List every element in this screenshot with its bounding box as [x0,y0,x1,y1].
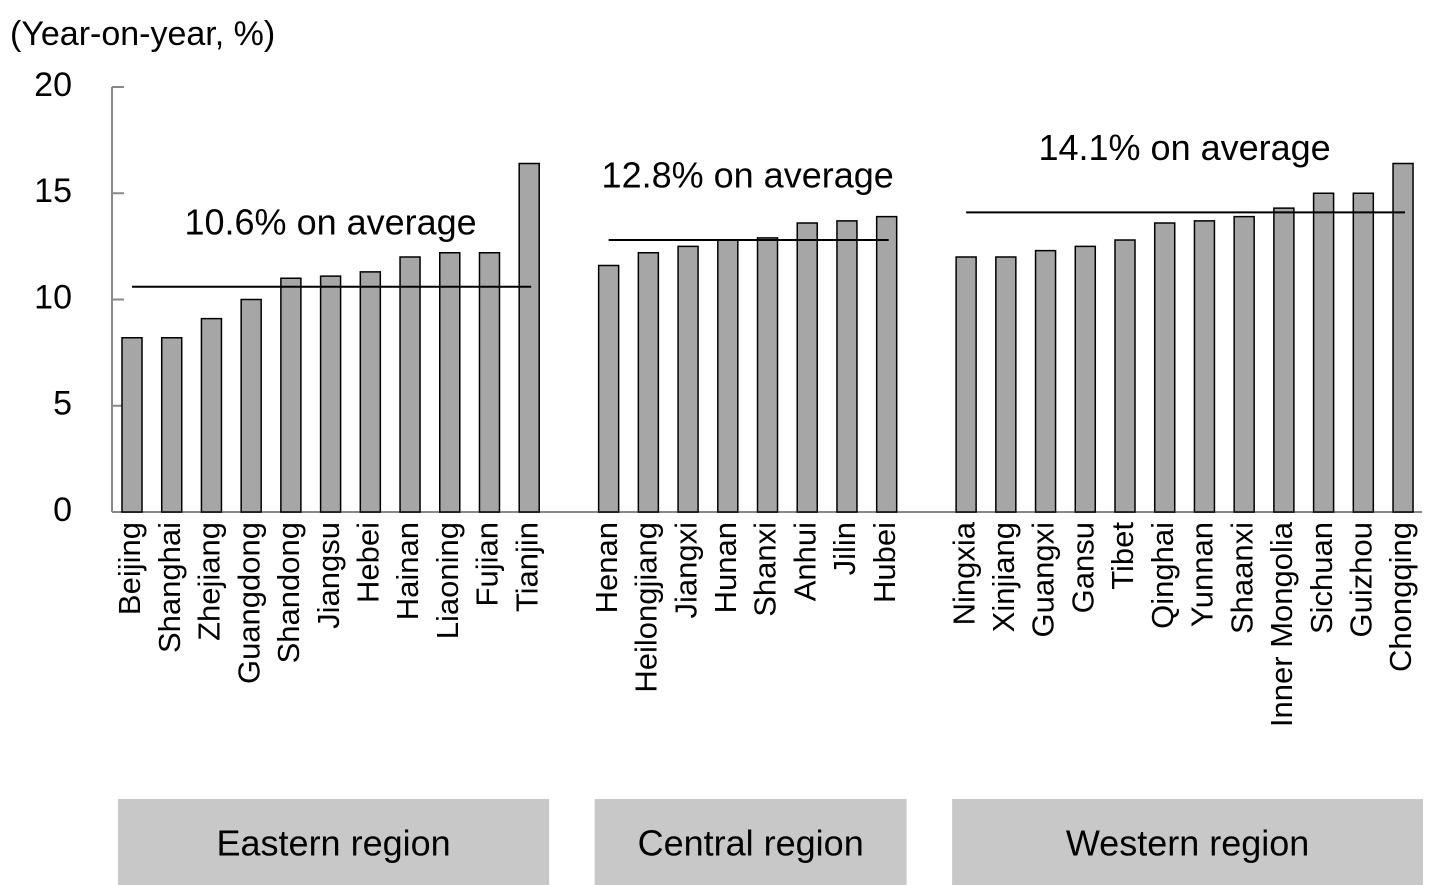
y-tick-label: 5 [53,385,72,423]
bar [518,162,540,513]
region-box [118,799,550,885]
x-tick-label: Shaanxi [1224,522,1259,634]
bar [121,337,143,513]
x-tick-label: Xinjiang [986,522,1021,632]
bar [200,317,223,513]
x-tick-label: Hainan [390,522,425,620]
y-tick-label: 0 [53,491,72,529]
bar [597,264,620,513]
bar [995,256,1017,513]
bar [1034,249,1057,513]
bar [280,277,302,513]
bar [796,222,818,513]
x-tick-label: Shandong [271,522,306,663]
x-tick-label: Beijing [112,522,147,615]
x-tick-label: Heilongjiang [629,522,664,693]
x-tick-label: Sichuan [1304,522,1339,634]
bar [1352,192,1375,513]
x-tick-label: Anhui [787,522,822,601]
bar [955,256,977,513]
x-tick-label: Jiangsu [311,522,346,629]
region-box [594,799,907,885]
bar [756,237,779,513]
x-tick-label: Jiangxi [668,522,703,619]
bar [1392,162,1414,513]
bar [399,256,421,513]
x-tick-label: Tianjin [509,522,544,612]
x-tick-label: Zhejiang [192,522,227,641]
x-tick-label: Chongqing [1383,522,1418,672]
bar [1153,222,1176,513]
bar [637,252,660,513]
x-tick-label: Guangdong [231,522,266,684]
x-tick-label: Inner Mongolia [1264,521,1299,727]
region-label: Eastern region [217,823,451,864]
bar [319,275,342,513]
average-label: 12.8% on average [602,155,894,196]
bar [677,245,699,513]
bar [717,239,739,513]
region-label: Central region [638,823,864,864]
x-tick-label: Ningxia [946,521,981,625]
x-tick-label: Liaoning [430,522,465,639]
bar [439,252,461,513]
bar [1312,192,1335,513]
x-tick-label: Guizhou [1344,522,1379,637]
x-tick-label: Yunnan [1185,522,1220,627]
x-tick-label: Tibet [1105,522,1140,590]
x-tick-label: Hubei [867,522,902,603]
bar [160,337,183,513]
x-tick-label: Hebei [351,522,386,603]
bar [875,215,898,513]
y-tick-label: 20 [34,66,72,104]
average-label: 10.6% on average [184,201,476,242]
x-tick-label: Henan [589,522,624,613]
x-tick-label: Fujian [470,522,505,606]
y-tick-label: 10 [34,278,72,316]
x-tick-label: Hunan [708,522,743,613]
bar [478,252,501,513]
bar [836,220,858,513]
x-tick-label: Guangxi [1026,522,1061,637]
x-tick-label: Shanxi [748,522,783,617]
x-tick-label: Shanghai [152,522,187,653]
x-tick-label: Qinghai [1145,522,1180,629]
y-tick-label: 15 [34,172,72,210]
x-tick-label: Jilin [827,522,862,575]
bar [1193,220,1216,513]
bar [1114,239,1136,513]
y-axis-label: (Year-on-year, %) [10,15,275,53]
x-tick-label: Gansu [1065,522,1100,613]
bar [1233,215,1255,513]
bar [240,298,262,513]
average-label: 14.1% on average [1038,127,1330,168]
bar [1074,245,1097,513]
bar [359,271,382,513]
bar [1273,207,1295,513]
region-box [952,799,1424,885]
region-label: Western region [1066,823,1309,864]
